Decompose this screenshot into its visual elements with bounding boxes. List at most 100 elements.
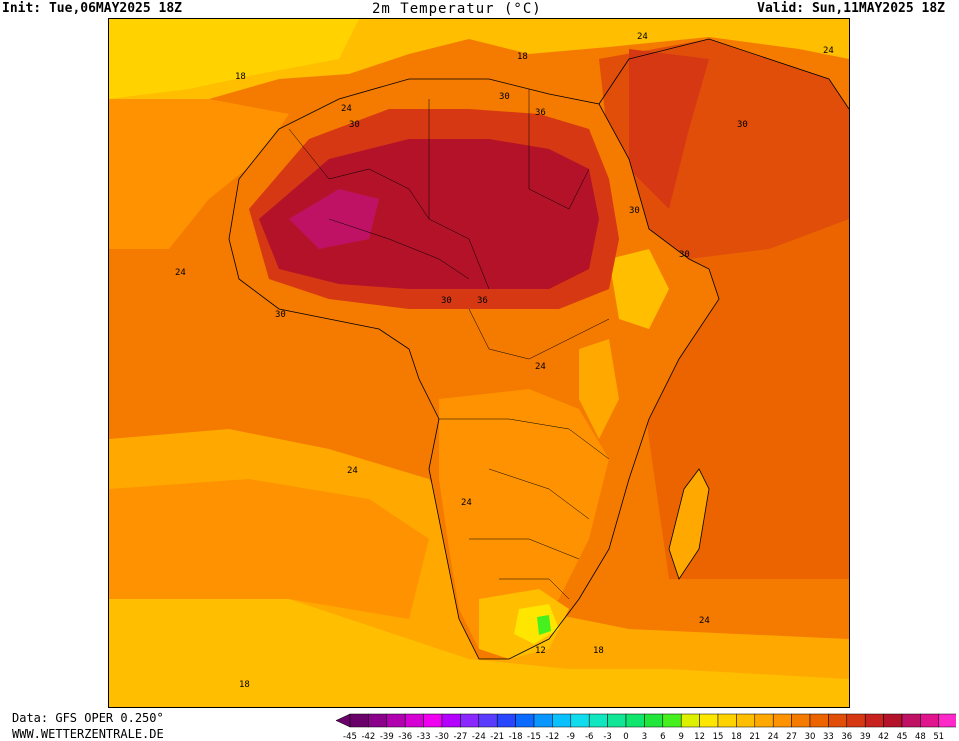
legend-label: 0 xyxy=(623,732,628,741)
isotherm-label: 24 xyxy=(175,268,186,278)
isotherm-label: 24 xyxy=(347,466,358,476)
legend-swatch xyxy=(533,713,553,728)
zone-atlantic-north xyxy=(109,99,289,249)
legend-swatch xyxy=(920,713,940,728)
map-title: 2m Temperatur (°C) xyxy=(372,1,542,17)
legend-swatch xyxy=(552,713,572,728)
madagascar-coast xyxy=(668,468,710,580)
legend-label: 30 xyxy=(805,732,816,741)
legend-swatch xyxy=(386,713,406,728)
zone-southern-plateau xyxy=(439,389,609,649)
legend-swatch xyxy=(864,713,884,728)
country-borders xyxy=(288,89,610,600)
red-sea-coast xyxy=(598,38,849,110)
legend-swatch xyxy=(460,713,480,728)
zone-east-african-plateau xyxy=(579,339,619,439)
legend-label: 27 xyxy=(786,732,797,741)
legend-label: 18 xyxy=(731,732,742,741)
isotherm-label: 18 xyxy=(517,52,528,62)
isotherm-label: 18 xyxy=(593,646,604,656)
legend-swatch xyxy=(588,713,608,728)
legend-label: 21 xyxy=(749,732,760,741)
legend-label: 3 xyxy=(642,732,647,741)
isotherm-label: 30 xyxy=(629,206,640,216)
legend-swatch xyxy=(736,713,756,728)
legend-label: 12 xyxy=(694,732,705,741)
zone-south-band xyxy=(109,479,429,619)
legend-label: -18 xyxy=(509,732,523,741)
isotherm-label: 12 xyxy=(535,646,546,656)
isotherm-label: 24 xyxy=(341,104,352,114)
isotherm-label: 24 xyxy=(637,32,648,42)
legend-swatch xyxy=(772,713,792,728)
isotherm-label: 24 xyxy=(461,498,472,508)
legend-swatch xyxy=(901,713,921,728)
legend-swatch xyxy=(515,713,535,728)
legend-label: 15 xyxy=(713,732,724,741)
legend-label: 48 xyxy=(915,732,926,741)
color-legend: -45 -42 -39 -36 -33 -30 -27 -24 -21 -18 -15 -12 -9 -6… xyxy=(336,713,956,741)
zone-lesotho-cold xyxy=(537,615,551,635)
legend-label: 39 xyxy=(860,732,871,741)
legend-swatch xyxy=(607,713,627,728)
legend-label: -30 xyxy=(435,732,449,741)
legend-swatch xyxy=(349,713,369,728)
legend-swatch xyxy=(883,713,903,728)
legend-swatch xyxy=(828,713,848,728)
legend-label: 9 xyxy=(678,732,683,741)
legend-swatch xyxy=(809,713,829,728)
legend-label: -3 xyxy=(603,732,611,741)
legend-swatch xyxy=(938,713,956,728)
isotherm-label: 24 xyxy=(823,46,834,56)
isotherm-label: 30 xyxy=(737,120,748,130)
legend-label: 33 xyxy=(823,732,834,741)
legend-swatch xyxy=(570,713,590,728)
temperature-map-svg: 18 18 24 24 24 30 30 36 30 30 30 30 36 3… xyxy=(109,19,849,707)
legend-label: -15 xyxy=(527,732,541,741)
isotherm-label: 30 xyxy=(275,310,286,320)
legend-arrow-left xyxy=(336,713,351,728)
legend-swatch xyxy=(441,713,461,728)
legend-label: -36 xyxy=(398,732,412,741)
legend-swatch xyxy=(717,713,737,728)
isotherm-label: 24 xyxy=(535,362,546,372)
zone-north-atlantic xyxy=(109,19,359,99)
data-source: Data: GFS OPER 0.250° xyxy=(12,711,164,725)
legend-swatch xyxy=(699,713,719,728)
website-link[interactable]: WWW.WETTERZENTRALE.DE xyxy=(12,727,164,741)
legend-swatch xyxy=(791,713,811,728)
legend-label: -45 xyxy=(343,732,357,741)
legend-swatch xyxy=(625,713,645,728)
legend-label: -39 xyxy=(380,732,394,741)
legend-label: 42 xyxy=(878,732,889,741)
legend-swatch xyxy=(846,713,866,728)
legend-label: 24 xyxy=(768,732,779,741)
legend-label: -42 xyxy=(361,732,375,741)
zone-south-atlantic-cool xyxy=(109,579,849,707)
isotherm-label: 18 xyxy=(235,72,246,82)
isotherm-label: 30 xyxy=(679,250,690,260)
legend-label: 6 xyxy=(660,732,665,741)
legend-swatch xyxy=(404,713,424,728)
init-time: Init: Tue,06MAY2025 18Z xyxy=(2,1,183,16)
zone-ethiopian-highlands xyxy=(609,249,669,329)
isotherm-label: 36 xyxy=(535,108,546,118)
isotherm-label: 24 xyxy=(699,616,710,626)
legend-label: -27 xyxy=(453,732,467,741)
legend-swatch xyxy=(368,713,388,728)
zone-sahara-hottest xyxy=(289,189,379,249)
zone-arabia-hot xyxy=(629,49,709,209)
isotherm-label: 30 xyxy=(441,296,452,306)
legend-label: -24 xyxy=(472,732,486,741)
legend-swatch xyxy=(754,713,774,728)
legend-swatch xyxy=(644,713,664,728)
legend-label: 51 xyxy=(933,732,944,741)
isotherm-label: 30 xyxy=(499,92,510,102)
coastline xyxy=(228,78,720,660)
temperature-map[interactable]: 18 18 24 24 24 30 30 36 30 30 30 30 36 3… xyxy=(108,18,850,708)
isotherm-label: 36 xyxy=(477,296,488,306)
legend-swatch xyxy=(680,713,700,728)
isotherm-label: 30 xyxy=(349,120,360,130)
zone-lesotho xyxy=(514,604,559,644)
zone-madagascar xyxy=(669,469,709,579)
